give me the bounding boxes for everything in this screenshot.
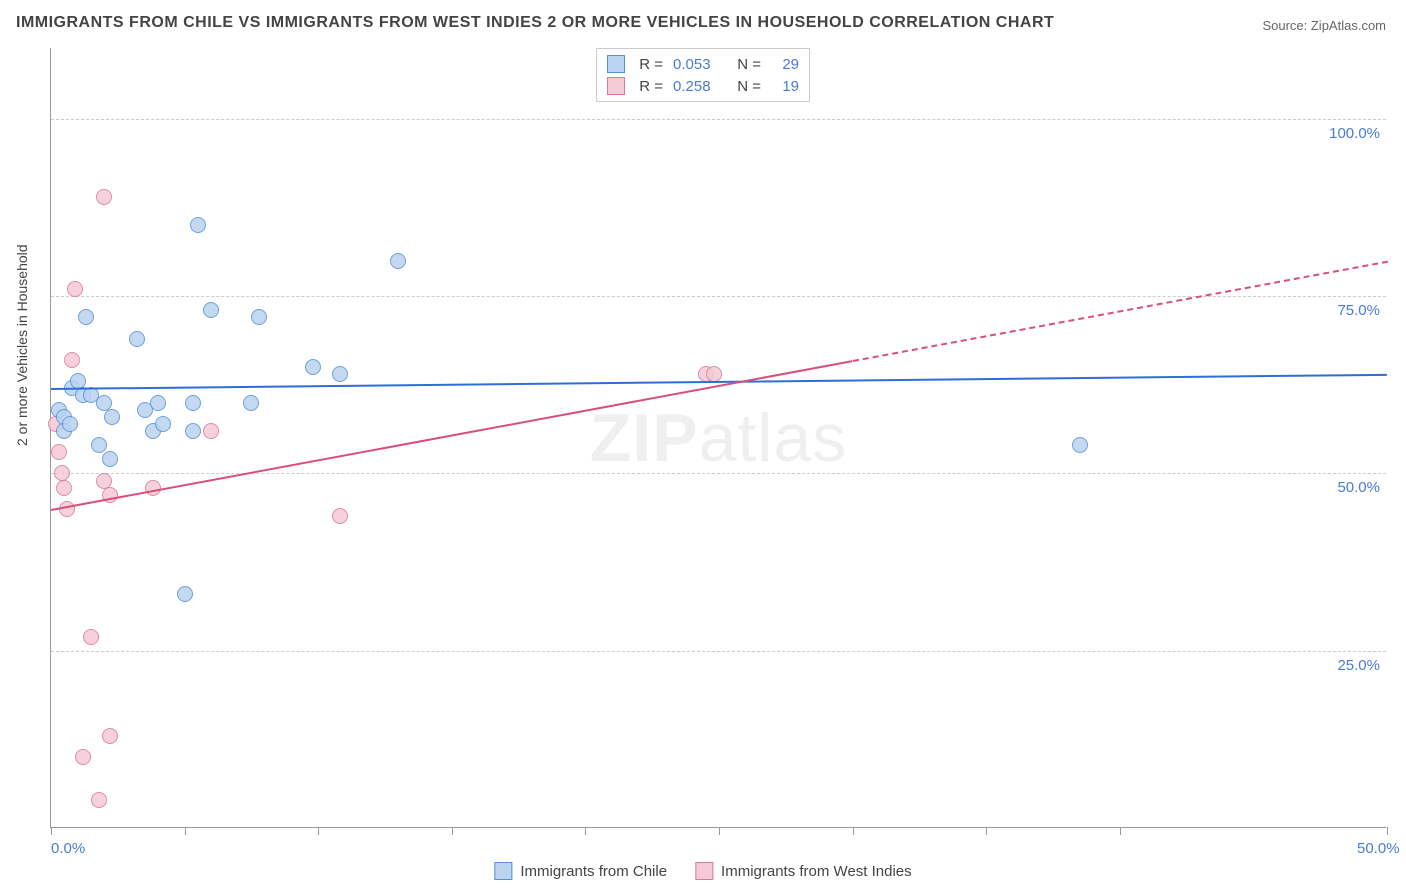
x-tick-mark [1120, 827, 1121, 835]
r-value-a: 0.053 [673, 56, 723, 73]
scatter-point-b [203, 423, 219, 439]
legend-item-b: Immigrants from West Indies [695, 862, 912, 880]
scatter-point-a [177, 586, 193, 602]
scatter-point-a [62, 416, 78, 432]
watermark-bold: ZIP [590, 400, 699, 476]
scatter-point-b [706, 366, 722, 382]
scatter-point-a [305, 359, 321, 375]
watermark-text: ZIPatlas [590, 399, 847, 477]
x-tick-mark [51, 827, 52, 835]
y-tick-label: 75.0% [1337, 302, 1380, 319]
n-label: N = [733, 78, 761, 95]
scatter-point-a [251, 309, 267, 325]
scatter-point-a [390, 253, 406, 269]
x-tick-mark [452, 827, 453, 835]
scatter-point-a [185, 423, 201, 439]
scatter-point-b [67, 281, 83, 297]
y-tick-label: 50.0% [1337, 479, 1380, 496]
swatch-series-a [607, 55, 625, 73]
x-tick-label: 0.0% [51, 840, 85, 857]
scatter-point-a [332, 366, 348, 382]
x-tick-mark [318, 827, 319, 835]
scatter-point-a [203, 302, 219, 318]
r-label: R = [635, 56, 663, 73]
scatter-point-a [104, 409, 120, 425]
trendline-b-extrapolated [852, 261, 1387, 362]
x-tick-mark [986, 827, 987, 835]
x-tick-mark [585, 827, 586, 835]
x-tick-mark [719, 827, 720, 835]
scatter-point-b [75, 749, 91, 765]
scatter-point-a [185, 395, 201, 411]
scatter-point-a [155, 416, 171, 432]
series-b-name: Immigrants from West Indies [721, 863, 912, 880]
n-value-b: 19 [771, 78, 799, 95]
scatter-point-a [129, 331, 145, 347]
r-label: R = [635, 78, 663, 95]
scatter-point-a [1072, 437, 1088, 453]
watermark-light: atlas [699, 400, 848, 476]
source-attribution: Source: ZipAtlas.com [1262, 18, 1386, 33]
x-tick-mark [853, 827, 854, 835]
legend-row-b: R = 0.258 N = 19 [607, 75, 799, 97]
scatter-point-b [102, 728, 118, 744]
scatter-point-a [102, 451, 118, 467]
scatter-point-b [51, 444, 67, 460]
scatter-point-b [332, 508, 348, 524]
swatch-series-b [607, 77, 625, 95]
scatter-point-b [145, 480, 161, 496]
n-label: N = [733, 56, 761, 73]
chart-title: IMMIGRANTS FROM CHILE VS IMMIGRANTS FROM… [16, 14, 1054, 32]
scatter-plot-area: ZIPatlas 25.0%50.0%75.0%100.0%0.0%50.0% [50, 48, 1386, 828]
swatch-series-b-bottom [695, 862, 713, 880]
scatter-point-a [243, 395, 259, 411]
y-axis-label: 2 or more Vehicles in Household [14, 244, 30, 446]
trendline-b [51, 360, 853, 511]
scatter-point-b [83, 629, 99, 645]
y-tick-label: 100.0% [1329, 125, 1380, 142]
x-tick-mark [1387, 827, 1388, 835]
r-value-b: 0.258 [673, 78, 723, 95]
scatter-point-b [91, 792, 107, 808]
correlation-legend: R = 0.053 N = 29 R = 0.258 N = 19 [596, 48, 810, 102]
x-tick-mark [185, 827, 186, 835]
y-tick-label: 25.0% [1337, 657, 1380, 674]
series-legend: Immigrants from Chile Immigrants from We… [494, 862, 911, 880]
scatter-point-b [56, 480, 72, 496]
gridline [51, 651, 1386, 652]
scatter-point-a [150, 395, 166, 411]
scatter-point-b [64, 352, 80, 368]
swatch-series-a-bottom [494, 862, 512, 880]
scatter-point-a [190, 217, 206, 233]
gridline [51, 119, 1386, 120]
scatter-point-a [78, 309, 94, 325]
scatter-point-a [91, 437, 107, 453]
series-a-name: Immigrants from Chile [520, 863, 667, 880]
scatter-point-b [96, 189, 112, 205]
legend-row-a: R = 0.053 N = 29 [607, 53, 799, 75]
x-tick-label: 50.0% [1357, 840, 1400, 857]
legend-item-a: Immigrants from Chile [494, 862, 667, 880]
n-value-a: 29 [771, 56, 799, 73]
